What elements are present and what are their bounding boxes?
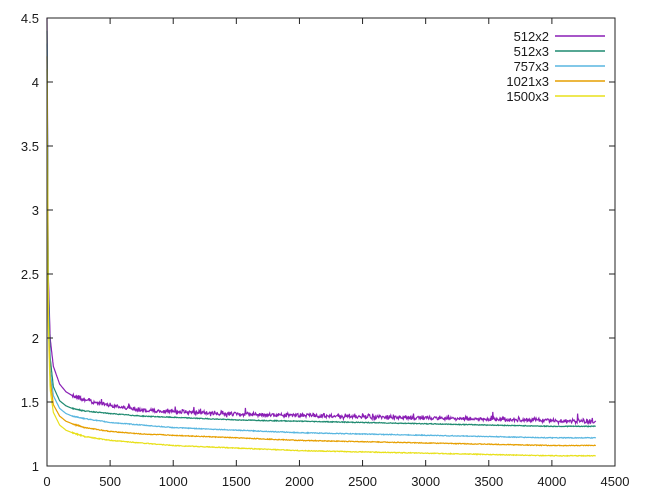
x-tick-label: 3000 bbox=[411, 474, 440, 489]
y-tick-label: 1.5 bbox=[21, 395, 39, 410]
x-tick-label: 500 bbox=[99, 474, 121, 489]
x-tick-label: 0 bbox=[43, 474, 50, 489]
x-tick-label: 4500 bbox=[601, 474, 630, 489]
x-tick-label: 1500 bbox=[222, 474, 251, 489]
y-tick-label: 3 bbox=[32, 203, 39, 218]
legend-label: 512x3 bbox=[514, 44, 549, 59]
y-tick-label: 2.5 bbox=[21, 267, 39, 282]
legend-label: 757x3 bbox=[514, 59, 549, 74]
series-line-512x2 bbox=[46, 17, 597, 426]
x-tick-label: 3500 bbox=[474, 474, 503, 489]
series-line-1021x3 bbox=[46, 56, 597, 447]
axis-ticks: 0 500 1000 1500 2000 2500 3000 3500 4000 4500 1 1.5… bbox=[21, 11, 630, 489]
y-tick-label: 4.5 bbox=[21, 11, 39, 26]
x-tick-label: 1000 bbox=[159, 474, 188, 489]
y-tick-label: 4 bbox=[32, 75, 39, 90]
series-line-1500x3 bbox=[46, 69, 597, 457]
y-tick-label: 1 bbox=[32, 459, 39, 474]
plot-frame bbox=[46, 17, 616, 467]
series-line-757x3 bbox=[46, 43, 597, 440]
legend-label: 1500x3 bbox=[506, 89, 549, 104]
legend-label: 1021x3 bbox=[506, 74, 549, 89]
y-tick-label: 3.5 bbox=[21, 139, 39, 154]
series-line-512x3 bbox=[46, 30, 596, 428]
plot-marks bbox=[46, 17, 597, 457]
x-tick-label: 2500 bbox=[348, 474, 377, 489]
x-tick-label: 2000 bbox=[285, 474, 314, 489]
legend-label: 512x2 bbox=[514, 29, 549, 44]
y-tick-label: 2 bbox=[32, 331, 39, 346]
x-tick-label: 4000 bbox=[537, 474, 566, 489]
